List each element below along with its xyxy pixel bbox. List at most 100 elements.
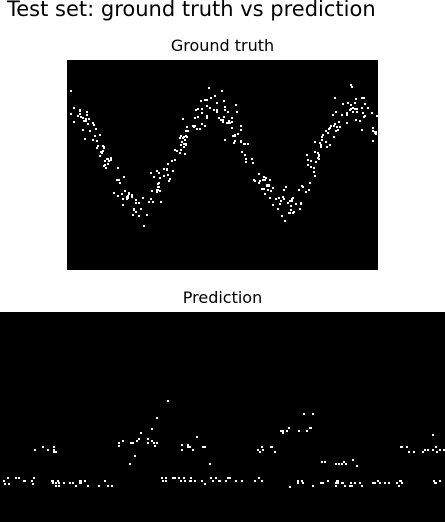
data-point <box>338 463 340 465</box>
data-point <box>181 449 183 451</box>
data-point <box>265 177 267 179</box>
data-point <box>140 432 142 434</box>
data-point <box>53 449 55 451</box>
data-point <box>427 449 429 451</box>
data-point <box>245 158 247 160</box>
data-point <box>200 100 202 102</box>
data-point <box>354 108 356 110</box>
prediction-scatter <box>3 400 445 488</box>
data-point <box>439 449 441 451</box>
data-point <box>101 152 103 154</box>
data-point <box>302 482 304 484</box>
data-point <box>270 190 272 192</box>
data-point <box>287 202 289 204</box>
data-point <box>297 480 299 482</box>
data-point <box>337 480 339 482</box>
data-point <box>99 155 101 157</box>
data-point <box>108 160 110 162</box>
data-point <box>346 114 348 116</box>
data-point <box>174 149 176 151</box>
data-point <box>335 485 337 487</box>
data-point <box>227 111 229 113</box>
data-point <box>388 482 390 484</box>
data-point <box>298 430 300 432</box>
data-point <box>92 122 94 124</box>
data-point <box>226 122 228 124</box>
data-point <box>236 111 238 113</box>
data-point <box>162 480 164 482</box>
data-point <box>361 485 363 487</box>
data-point <box>284 220 286 222</box>
data-point <box>123 176 125 178</box>
data-point <box>224 106 226 108</box>
data-point <box>227 477 229 479</box>
data-point <box>327 480 329 482</box>
data-point <box>214 95 216 97</box>
data-point <box>63 482 65 484</box>
data-point <box>215 477 217 479</box>
data-point <box>122 198 124 200</box>
data-point <box>189 446 191 448</box>
data-point <box>84 138 86 140</box>
data-point <box>182 118 184 120</box>
data-point <box>285 186 287 188</box>
data-point <box>422 451 424 453</box>
data-point <box>252 162 254 164</box>
data-point <box>165 477 167 479</box>
data-point <box>324 461 326 463</box>
data-point <box>159 190 161 192</box>
data-point <box>223 116 225 118</box>
data-point <box>163 175 165 177</box>
data-point <box>396 482 398 484</box>
data-point <box>289 486 291 488</box>
data-point <box>165 480 167 482</box>
data-point <box>42 446 44 448</box>
data-point <box>300 203 302 205</box>
data-point <box>413 451 415 453</box>
data-point <box>102 145 104 147</box>
data-point <box>354 102 356 104</box>
data-point <box>251 158 253 160</box>
data-point <box>244 143 246 145</box>
data-point <box>270 446 272 448</box>
data-point <box>166 168 168 170</box>
data-point <box>73 107 75 109</box>
data-point <box>94 135 96 137</box>
data-point <box>33 477 35 479</box>
data-point <box>110 157 112 159</box>
data-point <box>204 125 206 127</box>
data-point <box>293 211 295 213</box>
data-point <box>130 442 132 444</box>
data-point <box>281 215 283 217</box>
data-point <box>439 480 441 482</box>
data-point <box>75 485 77 487</box>
data-point <box>58 482 60 484</box>
data-point <box>8 483 10 485</box>
data-point <box>335 130 337 132</box>
data-point <box>241 480 243 482</box>
data-point <box>183 143 185 145</box>
data-point <box>398 485 400 487</box>
data-point <box>303 413 305 415</box>
data-point <box>136 440 138 442</box>
data-point <box>152 201 154 203</box>
data-point <box>70 113 72 115</box>
data-point <box>201 112 203 114</box>
data-point <box>117 195 119 197</box>
data-point <box>158 172 160 174</box>
data-point <box>111 485 113 487</box>
data-point <box>128 193 130 195</box>
data-point <box>129 463 131 465</box>
data-point <box>156 442 158 444</box>
data-point <box>338 121 340 123</box>
data-point <box>262 179 264 181</box>
data-point <box>290 205 292 207</box>
data-point <box>315 161 317 163</box>
data-point <box>258 182 260 184</box>
data-point <box>151 440 153 442</box>
data-point <box>127 195 129 197</box>
data-point <box>178 477 180 479</box>
data-point <box>187 444 189 446</box>
data-point <box>92 139 94 141</box>
data-point <box>372 140 374 142</box>
